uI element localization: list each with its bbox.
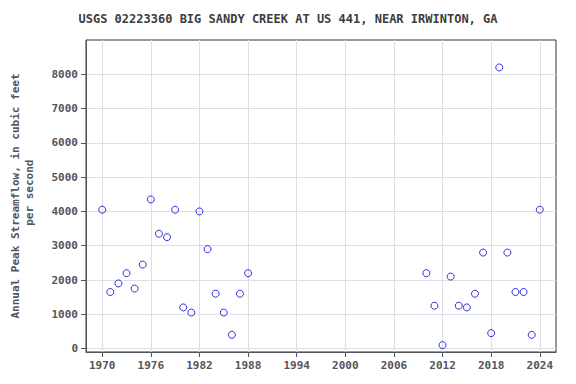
svg-text:USGS 02223360 BIG SANDY CREEK: USGS 02223360 BIG SANDY CREEK AT US 441,… <box>78 12 498 26</box>
svg-text:1988: 1988 <box>235 359 262 372</box>
svg-text:1982: 1982 <box>186 359 213 372</box>
svg-text:2018: 2018 <box>478 359 505 372</box>
svg-text:2024: 2024 <box>527 359 554 372</box>
svg-text:2000: 2000 <box>332 359 359 372</box>
svg-text:4000: 4000 <box>52 205 79 218</box>
svg-text:1970: 1970 <box>89 359 116 372</box>
svg-text:8000: 8000 <box>52 68 79 81</box>
svg-text:per second: per second <box>23 160 36 233</box>
svg-text:5000: 5000 <box>52 171 79 184</box>
svg-text:3000: 3000 <box>52 239 79 252</box>
svg-text:0: 0 <box>71 342 78 355</box>
svg-text:7000: 7000 <box>52 102 79 115</box>
svg-text:2006: 2006 <box>381 359 408 372</box>
svg-text:1976: 1976 <box>138 359 165 372</box>
svg-text:6000: 6000 <box>52 136 79 149</box>
svg-text:1994: 1994 <box>283 359 310 372</box>
svg-text:1000: 1000 <box>52 308 79 321</box>
svg-text:Annual Peak Streamflow, in cub: Annual Peak Streamflow, in cubic feet <box>9 73 22 318</box>
svg-text:2000: 2000 <box>52 274 79 287</box>
svg-text:2012: 2012 <box>429 359 456 372</box>
